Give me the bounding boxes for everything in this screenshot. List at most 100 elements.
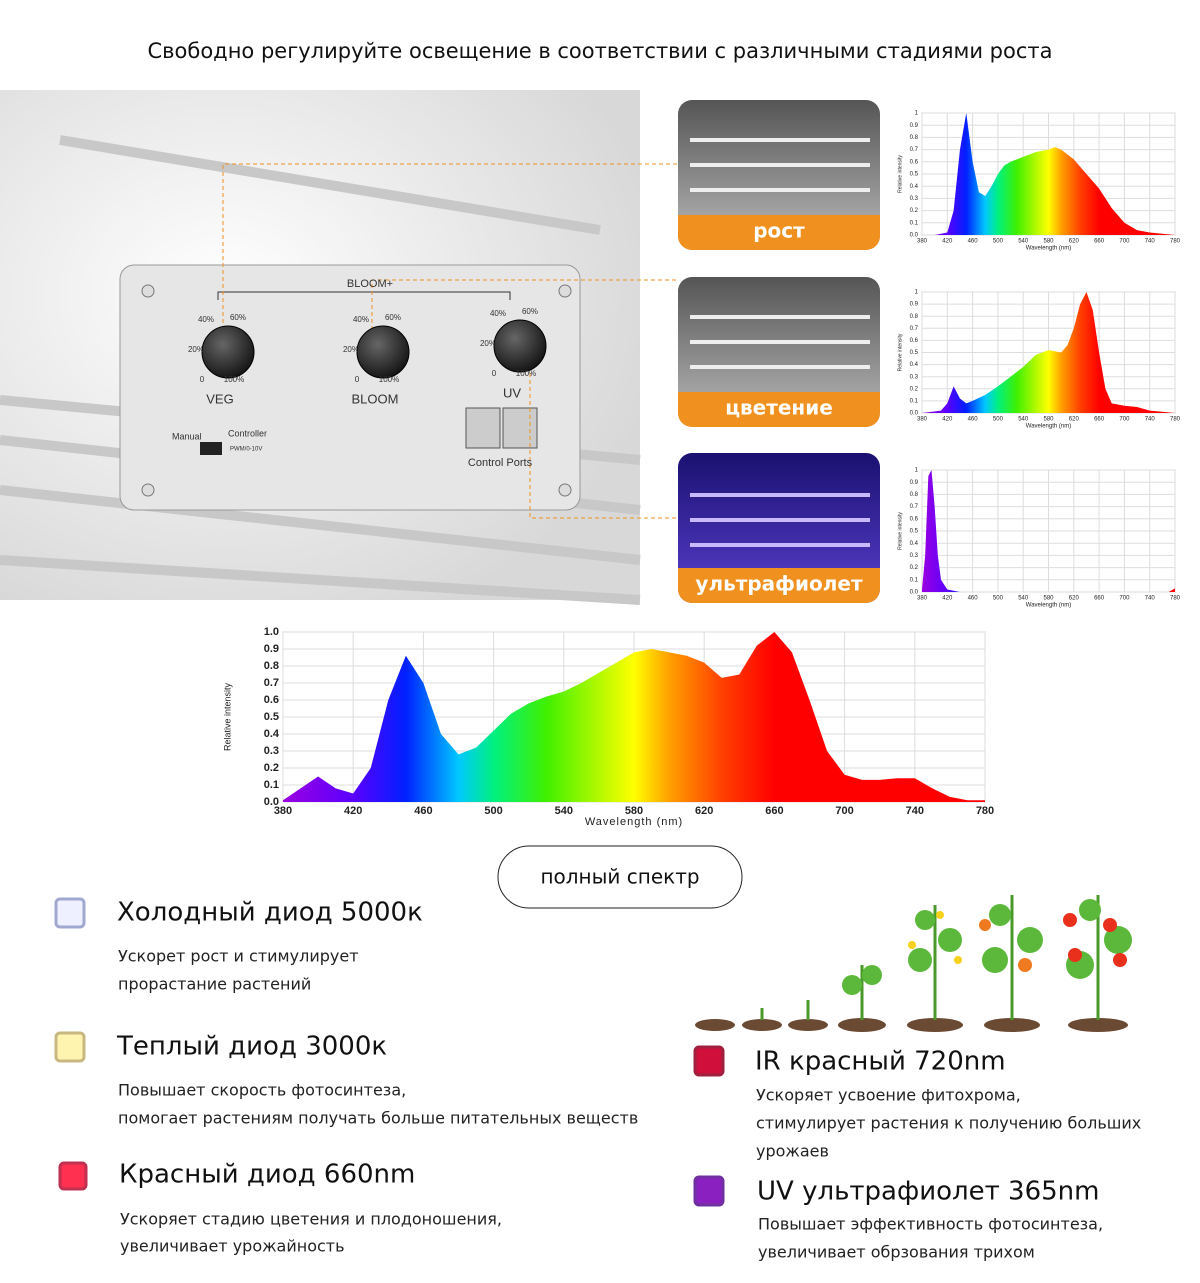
led-icons	[54, 897, 725, 1207]
spectrum-area	[922, 113, 1175, 235]
x-tick-label: 620	[1069, 417, 1080, 423]
spectrum-area	[922, 292, 1175, 413]
stage-label: ультрафиолет	[695, 572, 863, 596]
x-tick-label: 660	[1094, 239, 1105, 245]
knob	[356, 325, 410, 379]
y-tick-label: 0.8	[910, 135, 919, 141]
y-tick-label: 0.6	[264, 694, 279, 706]
ports	[465, 407, 538, 449]
x-tick-label: 780	[976, 805, 994, 817]
y-tick-label: 1	[915, 111, 919, 117]
x-tick-label: 460	[414, 805, 432, 817]
x-tick-label: 540	[1018, 239, 1029, 245]
x-tick-label: 500	[993, 596, 1004, 602]
x-tick-label: 740	[906, 805, 924, 817]
y-tick-label: 0.2	[264, 762, 279, 774]
x-tick-label: 700	[835, 805, 853, 817]
stage-label: рост	[753, 219, 805, 243]
x-tick-label: 700	[1119, 596, 1130, 602]
x-tick-label: 420	[942, 596, 953, 602]
x-tick-label: 420	[344, 805, 362, 817]
y-tick-label: 0.9	[264, 643, 279, 655]
x-tick-label: 380	[917, 239, 928, 245]
led-desc: Ускоряет стадию цветения и плодоношения,	[120, 1210, 502, 1229]
y-tick-label: 0.4	[910, 362, 919, 368]
y-tick-label: 0.9	[910, 123, 919, 129]
y-tick-label: 0.4	[264, 728, 280, 740]
y-tick-label: 0.1	[910, 577, 919, 583]
switch-label: PWM/0-10V	[230, 447, 262, 453]
knob-mark: 60%	[230, 313, 246, 322]
bracket	[217, 291, 511, 300]
x-tick-label: 740	[1145, 417, 1156, 423]
x-tick-label: 540	[555, 805, 573, 817]
knob-mark: 100%	[379, 375, 399, 384]
x-tick-label: 500	[993, 239, 1004, 245]
x-tick-label: 460	[968, 417, 979, 423]
led-title: UV ультрафиолет 365nm	[757, 1177, 1099, 1207]
connectors	[222, 163, 678, 519]
spectrum-button[interactable]	[497, 845, 743, 909]
knob-mark: 0	[200, 375, 205, 384]
x-tick-label: 580	[625, 805, 643, 817]
x-axis-label: Wavelength (nm)	[1026, 246, 1071, 252]
y-tick-label: 0.4	[910, 541, 919, 547]
x-tick-label: 660	[765, 805, 783, 817]
x-tick-label: 420	[942, 239, 953, 245]
x-tick-label: 580	[1043, 596, 1054, 602]
y-tick-label: 0.7	[910, 147, 919, 153]
y-tick-label: 0.1	[264, 779, 279, 791]
plants-illustration	[695, 895, 1132, 1032]
y-tick-label: 0.2	[910, 386, 919, 392]
x-tick-label: 780	[1170, 239, 1181, 245]
y-axis-label: Relative intensity	[222, 682, 232, 751]
button-label: полный спектр	[540, 865, 699, 889]
switch-label: Manual	[172, 431, 202, 441]
x-tick-label: 740	[1145, 596, 1156, 602]
x-tick-label: 780	[1170, 596, 1181, 602]
spectrum-area	[283, 632, 985, 802]
y-tick-label: 0.8	[910, 314, 919, 320]
x-tick-label: 580	[1043, 417, 1054, 423]
led-desc: увеличивает урожайность	[120, 1237, 345, 1256]
x-tick-label: 620	[1069, 596, 1080, 602]
x-tick-label: 580	[1043, 239, 1054, 245]
x-tick-label: 780	[1170, 417, 1181, 423]
y-tick-label: 0.0	[910, 411, 919, 417]
y-tick-label: 0.1	[910, 398, 919, 404]
y-tick-label: 0.4	[910, 184, 919, 190]
y-tick-label: 0.8	[264, 660, 279, 672]
knob-label: UV	[503, 385, 521, 400]
x-tick-label: 540	[1018, 417, 1029, 423]
y-tick-label: 0.6	[910, 338, 919, 344]
switch-label: Controller	[228, 428, 267, 438]
y-axis-label: Relative intensity	[897, 333, 903, 371]
knob-mark: 100%	[516, 369, 536, 378]
knob-mark: 0	[355, 375, 360, 384]
y-tick-label: 0.6	[910, 159, 919, 165]
x-tick-label: 620	[695, 805, 713, 817]
y-tick-label: 0.1	[910, 220, 919, 226]
y-tick-label: 0.3	[910, 553, 919, 559]
led-desc: Ускоряет усвоение фитохрома,	[756, 1086, 1021, 1105]
x-tick-label: 500	[484, 805, 502, 817]
led-title: IR красный 720nm	[755, 1047, 1006, 1077]
y-tick-label: 0.5	[264, 711, 279, 723]
knob-mark: 100%	[224, 375, 244, 384]
y-tick-label: 1	[915, 290, 919, 296]
x-tick-label: 460	[968, 239, 979, 245]
y-axis-label: Relative intensity	[897, 512, 903, 550]
led-desc: Ускорет рост и стимулирует	[118, 947, 359, 966]
stage-label: цветение	[725, 396, 833, 420]
led-desc: стимулирует растения к получению больших	[756, 1114, 1141, 1133]
knob-mark: 20%	[188, 345, 204, 354]
x-tick-label: 380	[274, 805, 292, 817]
x-axis-label: Wavelength (nm)	[1026, 424, 1071, 430]
knob-mark: 40%	[490, 309, 506, 318]
x-tick-label: 660	[1094, 596, 1105, 602]
y-tick-label: 0.0	[910, 590, 919, 596]
knob-mark: 40%	[353, 315, 369, 324]
knob-mark: 0	[492, 369, 497, 378]
panel-header: BLOOM+	[347, 278, 393, 290]
